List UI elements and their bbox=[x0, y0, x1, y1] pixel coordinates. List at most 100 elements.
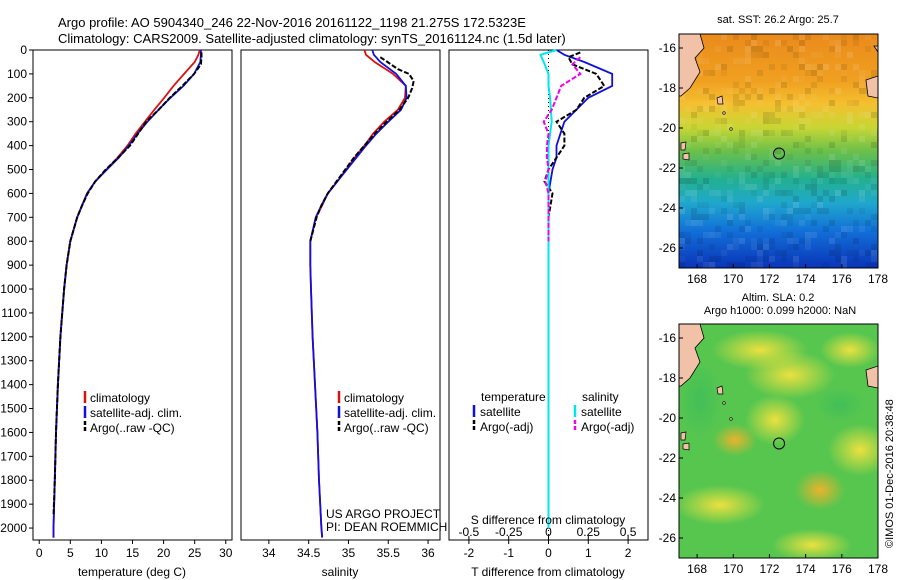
sst-pixel bbox=[739, 88, 745, 94]
pi-annotation: PI: DEAN ROEMMICH bbox=[326, 520, 447, 534]
sst-pixel bbox=[745, 184, 751, 190]
sst-pixel bbox=[793, 142, 799, 148]
sst-pixel bbox=[793, 106, 799, 112]
legend-label-satellite: satellite-adj. clim. bbox=[90, 406, 182, 420]
sst-float-position-marker bbox=[773, 147, 786, 160]
sst-pixel bbox=[697, 256, 703, 262]
sst-pixel bbox=[757, 244, 763, 250]
sst-pixel bbox=[865, 184, 871, 190]
sst-pixel bbox=[871, 112, 877, 118]
sst-pixel bbox=[805, 124, 811, 130]
sla-map-title-2: Argo h1000: 0.099 h2000: NaN bbox=[704, 305, 856, 317]
sst-pixel bbox=[739, 142, 745, 148]
sst-pixel bbox=[763, 190, 769, 196]
sst-pixel bbox=[685, 118, 691, 124]
sst-pixel bbox=[829, 160, 835, 166]
sst-pixel bbox=[811, 112, 817, 118]
sst-pixel bbox=[811, 190, 817, 196]
sst-pixel bbox=[709, 130, 715, 136]
sst-pixel bbox=[709, 244, 715, 250]
sst-pixel bbox=[871, 250, 877, 256]
lat-tick-label: -22 bbox=[659, 161, 677, 175]
sst-pixel bbox=[811, 82, 817, 88]
x-tick-label: 10 bbox=[95, 546, 109, 560]
x-tick-label: 35.5 bbox=[377, 546, 401, 560]
x-tick-label: 0 bbox=[545, 546, 552, 560]
sst-pixel bbox=[853, 250, 859, 256]
sst-pixel bbox=[799, 208, 805, 214]
sst-pixel bbox=[697, 130, 703, 136]
legend-label-climatology: climatology bbox=[344, 391, 404, 405]
sst-pixel bbox=[817, 64, 823, 70]
sst-pixel bbox=[847, 208, 853, 214]
sst-pixel bbox=[709, 106, 715, 112]
legend-label-argo: Argo(..raw -QC) bbox=[90, 421, 175, 435]
imos-credit: ©IMOS 01-Dec-2016 20:38:48 bbox=[884, 399, 896, 548]
depth-tick-label: 1300 bbox=[0, 354, 27, 368]
sst-pixel bbox=[745, 118, 751, 124]
sst-pixel bbox=[805, 148, 811, 154]
sst-pixel bbox=[751, 142, 757, 148]
sst-pixel bbox=[799, 220, 805, 226]
sst-pixel bbox=[733, 148, 739, 154]
lat-tick-label: -22 bbox=[659, 451, 677, 465]
salinity-xlabel: salinity bbox=[322, 565, 359, 579]
sst-pixel bbox=[781, 82, 787, 88]
sst-pixel bbox=[853, 154, 859, 160]
sst-pixel bbox=[859, 166, 865, 172]
sst-pixel bbox=[691, 124, 697, 130]
sst-pixel bbox=[793, 76, 799, 82]
sst-pixel bbox=[739, 226, 745, 232]
sst-pixel bbox=[751, 88, 757, 94]
sst-pixel bbox=[685, 142, 691, 148]
depth-tick-label: 1400 bbox=[0, 378, 27, 392]
sst-pixel bbox=[841, 136, 847, 142]
sst-pixel bbox=[739, 208, 745, 214]
sst-pixel bbox=[871, 40, 877, 46]
sst-pixel bbox=[757, 52, 763, 58]
sst-pixel bbox=[721, 64, 727, 70]
sst-pixel bbox=[841, 172, 847, 178]
sst-pixel bbox=[763, 172, 769, 178]
x-tick-label: -1 bbox=[503, 546, 514, 560]
depth-tick-label: 0 bbox=[20, 43, 27, 57]
sst-pixel bbox=[799, 94, 805, 100]
sst-pixel bbox=[799, 46, 805, 52]
sst-pixel bbox=[715, 124, 721, 130]
sst-pixel bbox=[859, 196, 865, 202]
sst-pixel bbox=[745, 154, 751, 160]
sst-pixel bbox=[727, 220, 733, 226]
sst-pixel bbox=[691, 112, 697, 118]
sst-pixel bbox=[829, 154, 835, 160]
sst-pixel bbox=[805, 70, 811, 76]
sst-pixel bbox=[847, 52, 853, 58]
sst-pixel bbox=[733, 82, 739, 88]
sst-pixel bbox=[811, 232, 817, 238]
sst-pixel bbox=[715, 226, 721, 232]
sst-pixel bbox=[793, 202, 799, 208]
sst-pixel bbox=[721, 250, 727, 256]
sst-pixel bbox=[787, 190, 793, 196]
sst-pixel bbox=[865, 112, 871, 118]
sst-pixel bbox=[769, 154, 775, 160]
sst-pixel bbox=[853, 100, 859, 106]
sst-pixel bbox=[847, 250, 853, 256]
sst-pixel bbox=[739, 100, 745, 106]
sst-pixel bbox=[745, 256, 751, 262]
sst-pixel bbox=[685, 160, 691, 166]
lat-tick-label: -26 bbox=[659, 531, 677, 545]
sst-pixel bbox=[847, 226, 853, 232]
sst-pixel bbox=[703, 58, 709, 64]
sla-map-frame bbox=[678, 323, 879, 559]
sst-pixel bbox=[805, 166, 811, 172]
sst-pixel bbox=[865, 250, 871, 256]
sst-pixel bbox=[775, 220, 781, 226]
sst-pixel bbox=[751, 52, 757, 58]
salinity-legend: climatology satellite-adj. clim. Argo(..… bbox=[337, 391, 436, 435]
x-tick-label: 5 bbox=[67, 546, 74, 560]
sst-pixel bbox=[745, 166, 751, 172]
sst-pixel bbox=[847, 172, 853, 178]
s-tick-label: -0.25 bbox=[495, 525, 523, 539]
sst-pixel bbox=[697, 52, 703, 58]
sst-pixel bbox=[715, 118, 721, 124]
